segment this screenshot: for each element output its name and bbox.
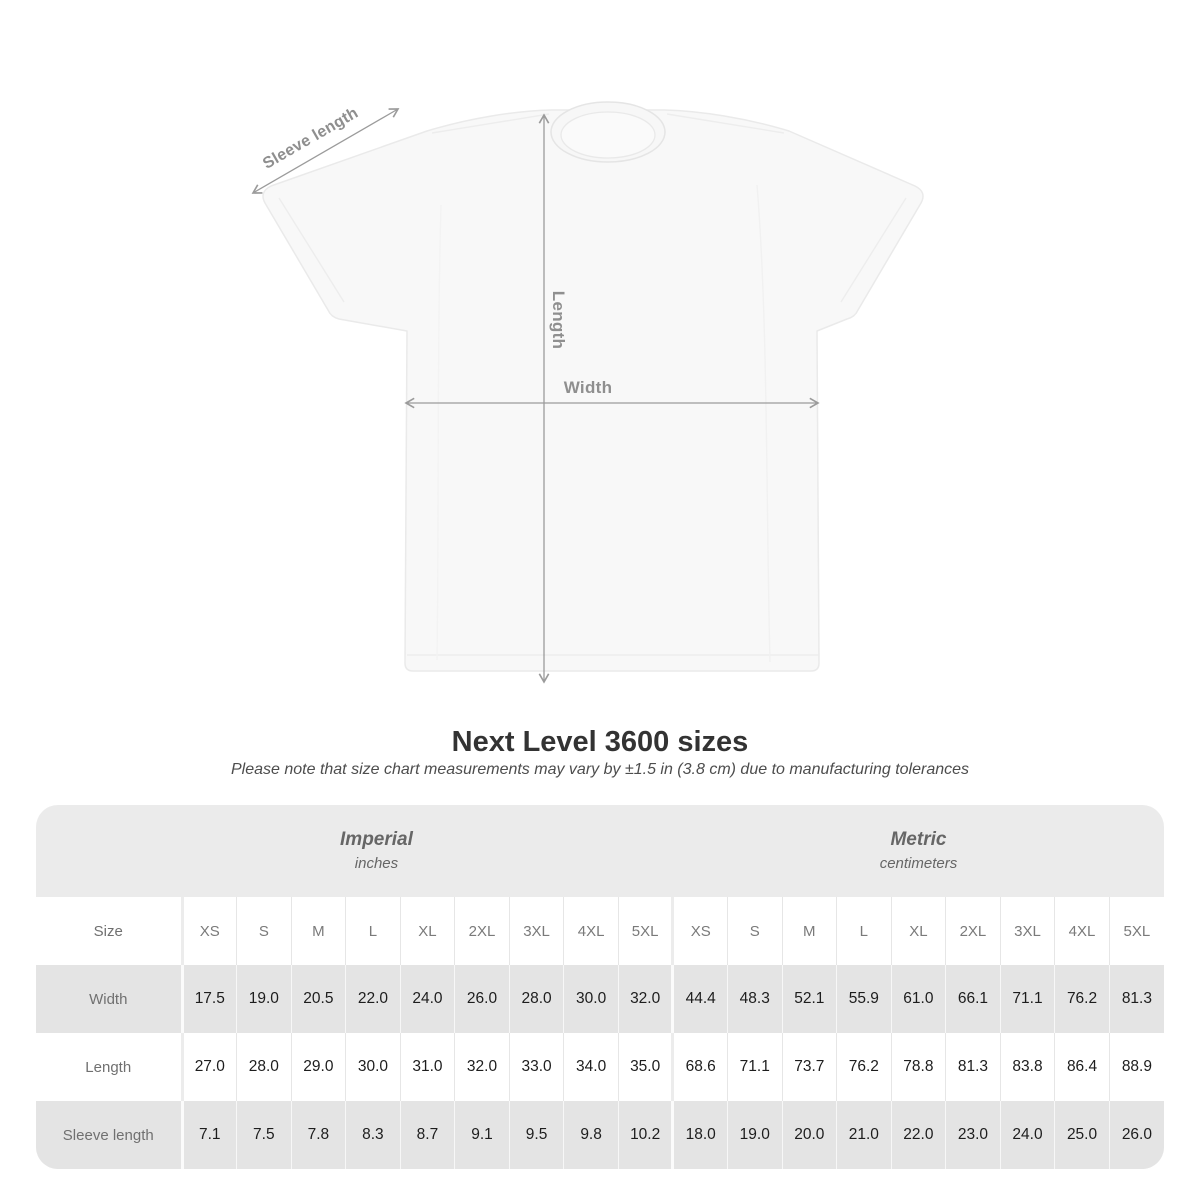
unit-group-header-row: Imperial inches Metric centimeters xyxy=(36,805,1164,897)
size-value-cell: 28.0 xyxy=(236,1033,292,1101)
size-value-cell: 8.7 xyxy=(399,1101,455,1169)
imperial-group-header: Imperial inches xyxy=(36,805,673,897)
size-chart-table: Imperial inches Metric centimeters Size … xyxy=(36,805,1164,1169)
size-value-cell: 68.6 xyxy=(671,1033,728,1101)
tolerance-note: Please note that size chart measurements… xyxy=(230,761,970,778)
size-value-cell: 30.0 xyxy=(345,1033,401,1101)
metric-label: Metric xyxy=(890,829,947,850)
imperial-label: Imperial xyxy=(340,829,413,850)
tshirt-collar xyxy=(550,101,666,163)
size-value-cell: 55.9 xyxy=(836,965,892,1033)
size-value-cell: 9.1 xyxy=(454,1101,510,1169)
size-value-cell: 9.8 xyxy=(563,1101,619,1169)
size-value-cell: 21.0 xyxy=(836,1101,892,1169)
size-value-cell: 19.0 xyxy=(236,965,292,1033)
size-col-header: XS xyxy=(180,897,237,965)
size-value-cell: 24.0 xyxy=(399,965,455,1033)
size-col-header: S xyxy=(236,897,292,965)
size-value-cell: 83.8 xyxy=(999,1033,1055,1101)
size-value-cell: 18.0 xyxy=(671,1101,728,1169)
size-value-cell: 26.0 xyxy=(1108,1101,1164,1169)
size-value-cell: 19.0 xyxy=(726,1101,783,1169)
size-col-header: 4XL xyxy=(563,897,619,965)
table-row-sleeve-length: Sleeve length 7.1 7.5 7.8 8.3 8.7 9.1 9.… xyxy=(36,1101,1164,1169)
size-col-header: M xyxy=(781,897,837,965)
width-label: Width xyxy=(563,378,613,397)
tshirt-diagram-svg xyxy=(251,101,924,684)
size-value-cell: 86.4 xyxy=(1054,1033,1110,1101)
size-value-cell: 10.2 xyxy=(617,1101,673,1169)
tshirt-illustration xyxy=(262,101,924,672)
size-header-row: Size XS S M L XL 2XL 3XL 4XL 5XL XS S M … xyxy=(36,897,1164,965)
size-value-cell: 26.0 xyxy=(454,965,510,1033)
size-col-header: 4XL xyxy=(1054,897,1110,965)
metric-group-header: Metric centimeters xyxy=(673,805,1164,897)
size-value-cell: 23.0 xyxy=(945,1101,1001,1169)
size-value-cell: 22.0 xyxy=(345,965,401,1033)
size-value-cell: 88.9 xyxy=(1108,1033,1164,1101)
imperial-unit-label: inches xyxy=(354,855,399,872)
size-value-cell: 61.0 xyxy=(890,965,946,1033)
size-col-header: 2XL xyxy=(945,897,1001,965)
size-value-cell: 24.0 xyxy=(999,1101,1055,1169)
tshirt-seams xyxy=(278,113,907,663)
size-col-header: M xyxy=(290,897,346,965)
size-value-cell: 81.3 xyxy=(1108,965,1164,1033)
size-value-cell: 34.0 xyxy=(563,1033,619,1101)
size-value-cell: 20.0 xyxy=(781,1101,837,1169)
size-value-cell: 33.0 xyxy=(508,1033,564,1101)
table-row-length: Length 27.0 28.0 29.0 30.0 31.0 32.0 33.… xyxy=(36,1033,1164,1101)
size-value-cell: 17.5 xyxy=(180,965,237,1033)
size-col-header: 2XL xyxy=(454,897,510,965)
size-col-header: 3XL xyxy=(508,897,564,965)
size-value-cell: 71.1 xyxy=(726,1033,783,1101)
size-value-cell: 76.2 xyxy=(836,1033,892,1101)
size-value-cell: 7.8 xyxy=(290,1101,346,1169)
size-value-cell: 48.3 xyxy=(726,965,783,1033)
size-col-header: L xyxy=(345,897,401,965)
size-value-cell: 31.0 xyxy=(399,1033,455,1101)
row-label: Sleeve length xyxy=(62,1126,154,1144)
size-col-header: L xyxy=(836,897,892,965)
size-value-cell: 73.7 xyxy=(781,1033,837,1101)
size-col-header: XS xyxy=(671,897,728,965)
size-value-cell: 71.1 xyxy=(999,965,1055,1033)
size-value-cell: 29.0 xyxy=(290,1033,346,1101)
size-value-cell: 66.1 xyxy=(945,965,1001,1033)
size-value-cell: 9.5 xyxy=(508,1101,564,1169)
size-value-cell: 25.0 xyxy=(1054,1101,1110,1169)
size-value-cell: 7.1 xyxy=(180,1101,237,1169)
size-col-header: XL xyxy=(890,897,946,965)
row-label: Length xyxy=(85,1058,132,1076)
size-value-cell: 52.1 xyxy=(781,965,837,1033)
size-corner-label: Size xyxy=(93,922,123,940)
size-value-cell: 7.5 xyxy=(236,1101,292,1169)
size-value-cell: 76.2 xyxy=(1054,965,1110,1033)
size-value-cell: 27.0 xyxy=(180,1033,237,1101)
size-value-cell: 35.0 xyxy=(617,1033,673,1101)
size-value-cell: 8.3 xyxy=(345,1101,401,1169)
size-col-header: 5XL xyxy=(617,897,673,965)
sleeve-length-arrow xyxy=(251,108,400,194)
table-row-width: Width 17.5 19.0 20.5 22.0 24.0 26.0 28.0… xyxy=(36,965,1164,1033)
size-value-cell: 20.5 xyxy=(290,965,346,1033)
page-title: Next Level 3600 sizes xyxy=(451,726,749,758)
row-label: Width xyxy=(89,990,128,1008)
metric-unit-label: centimeters xyxy=(879,855,958,872)
size-value-cell: 44.4 xyxy=(671,965,728,1033)
size-col-header: XL xyxy=(399,897,455,965)
size-value-cell: 78.8 xyxy=(890,1033,946,1101)
size-col-header: 3XL xyxy=(999,897,1055,965)
size-value-cell: 22.0 xyxy=(890,1101,946,1169)
size-value-cell: 32.0 xyxy=(617,965,673,1033)
length-label: Length xyxy=(549,290,568,350)
size-col-header: S xyxy=(726,897,783,965)
tshirt-size-diagram: Sleeve length Length Width xyxy=(251,101,924,684)
size-col-header: 5XL xyxy=(1108,897,1164,965)
size-value-cell: 30.0 xyxy=(563,965,619,1033)
size-value-cell: 28.0 xyxy=(508,965,564,1033)
size-value-cell: 81.3 xyxy=(945,1033,1001,1101)
size-value-cell: 32.0 xyxy=(454,1033,510,1101)
